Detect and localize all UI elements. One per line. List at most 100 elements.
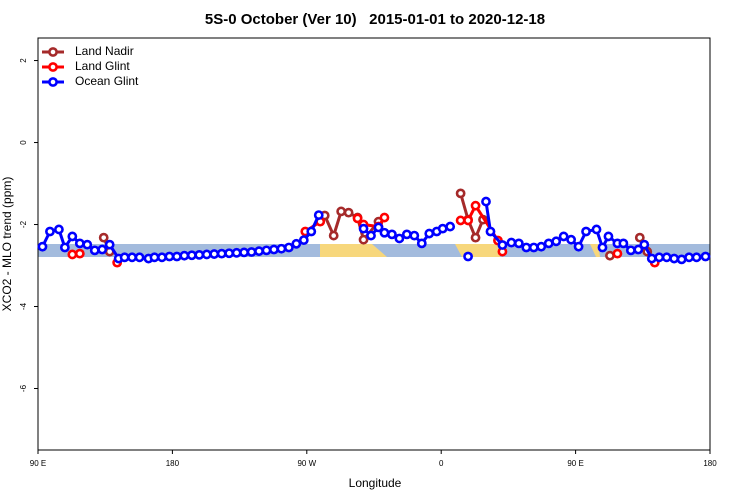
point	[625, 245, 636, 256]
chart-title: 5S-0 October (Ver 10) 2015-01-01 to 2020…	[205, 11, 545, 28]
land-band	[590, 244, 600, 257]
point	[700, 251, 711, 262]
point	[157, 252, 167, 263]
point	[313, 210, 324, 220]
point	[612, 248, 623, 259]
x-tick-label: 90 E	[30, 459, 46, 468]
point	[481, 196, 491, 207]
point	[373, 222, 384, 233]
point	[513, 238, 524, 249]
legend-marker	[48, 62, 58, 72]
point	[470, 232, 481, 243]
y-tick-label: -6	[19, 384, 28, 392]
point	[633, 244, 644, 255]
point	[246, 247, 257, 257]
point	[74, 248, 85, 259]
point	[528, 242, 539, 253]
point	[618, 238, 629, 249]
point	[82, 239, 93, 250]
point	[254, 246, 264, 257]
point	[497, 240, 508, 250]
point	[654, 252, 665, 263]
point	[605, 250, 615, 261]
point	[684, 252, 694, 263]
point	[231, 247, 242, 258]
point	[387, 229, 397, 240]
point	[669, 253, 680, 264]
y-tick-label: 2	[19, 58, 28, 63]
point	[394, 233, 405, 244]
point	[463, 215, 473, 226]
point	[551, 236, 562, 247]
point	[558, 231, 569, 242]
point	[358, 234, 369, 245]
point	[54, 224, 64, 235]
y-axis-label: XCO2 - MLO trend (ppm)	[0, 177, 14, 312]
point	[298, 235, 309, 246]
point	[639, 239, 650, 250]
y-tick-label: -4	[19, 302, 28, 310]
point	[194, 249, 205, 260]
point	[209, 249, 220, 259]
point	[470, 200, 481, 211]
point	[45, 226, 55, 237]
point	[97, 244, 108, 255]
point	[306, 226, 317, 237]
point	[291, 238, 302, 249]
x-tick-label: 90 E	[567, 459, 583, 468]
point	[485, 226, 496, 237]
point	[409, 230, 420, 241]
x-tick-label: 0	[439, 459, 444, 468]
point	[437, 223, 448, 234]
point	[74, 238, 85, 249]
point	[276, 243, 287, 254]
point	[661, 252, 672, 263]
land-band	[320, 244, 387, 257]
point	[261, 245, 272, 256]
point	[581, 226, 591, 237]
point	[634, 232, 645, 243]
point	[445, 221, 456, 232]
point	[566, 234, 577, 245]
point	[119, 252, 130, 263]
point	[98, 232, 109, 243]
point	[67, 231, 78, 242]
point	[676, 254, 687, 265]
point	[283, 242, 294, 253]
legend-label: Ocean Glint	[75, 74, 139, 88]
point	[455, 188, 466, 199]
point	[416, 238, 427, 249]
point	[536, 241, 547, 252]
point	[343, 207, 354, 218]
point	[37, 241, 48, 252]
point	[455, 215, 466, 226]
point	[134, 252, 145, 263]
point	[186, 250, 197, 261]
legend-label: Land Glint	[75, 59, 130, 73]
point	[201, 249, 212, 260]
x-tick-label: 180	[166, 459, 180, 468]
point	[691, 252, 702, 263]
point	[591, 224, 602, 235]
point	[543, 238, 554, 249]
point	[179, 250, 190, 261]
point	[646, 253, 657, 264]
point	[379, 212, 390, 223]
point	[463, 251, 473, 262]
point	[216, 248, 227, 259]
point	[127, 252, 137, 263]
point	[603, 231, 614, 242]
legend-label: Land Nadir	[75, 44, 134, 58]
point	[239, 247, 249, 258]
legend-marker	[48, 77, 58, 87]
point	[366, 230, 376, 241]
point	[521, 242, 532, 253]
y-tick-label: 0	[19, 140, 28, 145]
point	[164, 251, 175, 262]
point	[149, 252, 160, 263]
x-tick-label: 180	[703, 459, 717, 468]
point	[424, 228, 435, 239]
point	[328, 230, 339, 241]
legend-marker	[48, 47, 58, 57]
